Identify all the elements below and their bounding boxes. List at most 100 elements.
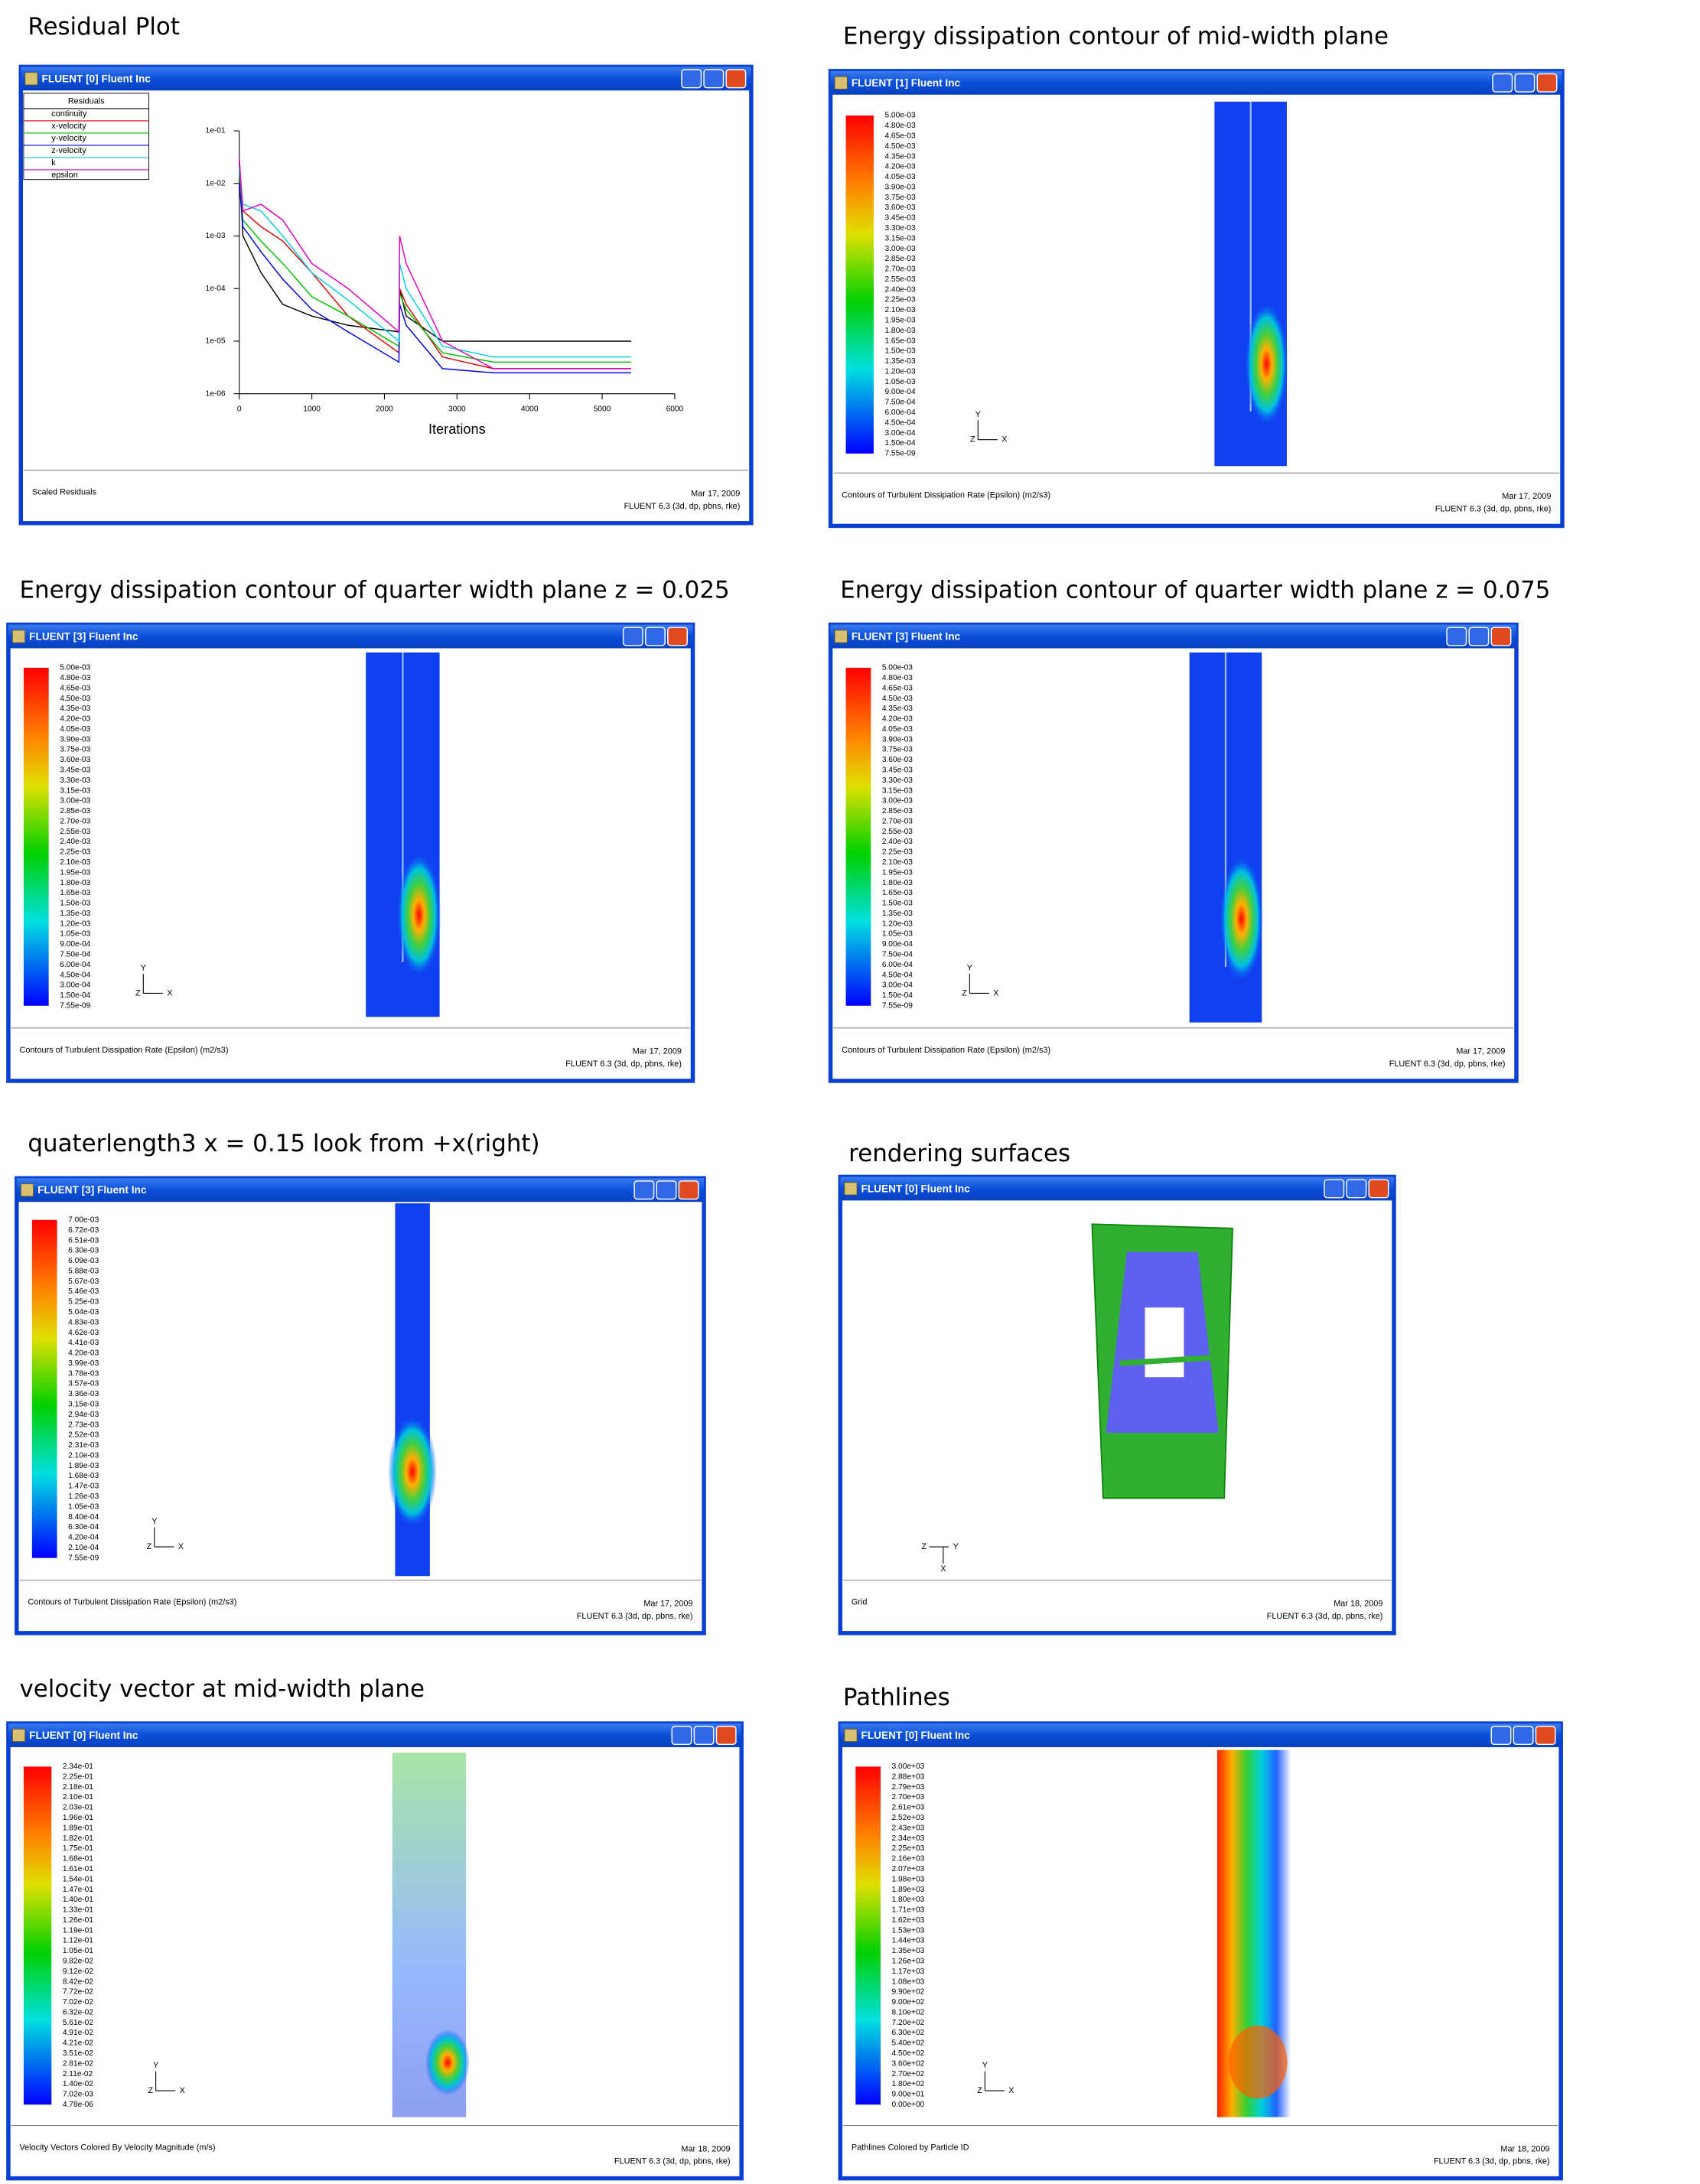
- close-button[interactable]: [678, 1180, 699, 1200]
- maximize-button[interactable]: [693, 1725, 715, 1746]
- maximize-button[interactable]: [1514, 73, 1536, 93]
- maximize-button[interactable]: [1513, 1725, 1534, 1746]
- colorbar-label: 9.00e-04: [60, 940, 90, 949]
- colorbar-label: 2.34e-01: [63, 1762, 93, 1771]
- window-frame: [838, 1721, 1563, 2181]
- colorbar-label: 7.55e-09: [882, 1001, 913, 1010]
- colorbar-label: 2.25e-01: [63, 1772, 93, 1781]
- colorbar-label: 2.25e-03: [60, 848, 90, 857]
- colorbar-label: 1.47e-01: [63, 1886, 93, 1894]
- close-button[interactable]: [1490, 627, 1512, 646]
- title-bar: [830, 70, 1562, 95]
- maximize-button[interactable]: [1346, 1179, 1367, 1199]
- maximize-button[interactable]: [1468, 627, 1490, 646]
- title-bar: [840, 1177, 1394, 1201]
- panel-heading: Energy dissipation contour of mid-width …: [843, 23, 1389, 50]
- colorbar-label: 4.65e-03: [882, 684, 913, 692]
- window-title: FLUENT [0] Fluent Inc: [42, 73, 151, 84]
- colorbar-label: 4.62e-03: [68, 1329, 99, 1337]
- footer-date: Mar 17, 2009: [691, 489, 740, 498]
- triad-label: Y: [967, 964, 973, 973]
- minimize-button[interactable]: [622, 627, 643, 646]
- colorbar-label: 4.35e-03: [884, 152, 915, 161]
- colorbar-label: 1.71e+03: [892, 1906, 925, 1915]
- colorbar-label: 2.07e+03: [892, 1865, 925, 1873]
- colorbar-label: 8.42e-02: [63, 1977, 93, 1986]
- panel-heading: Energy dissipation contour of quarter wi…: [19, 576, 729, 604]
- colorbar-label: 1.96e-01: [63, 1814, 93, 1822]
- y-tick-label: 1e-05: [206, 337, 226, 346]
- panel: velocity vector at mid-width plane FLUENT…: [6, 1675, 744, 2181]
- colorbar-label: 7.55e-09: [60, 1001, 90, 1010]
- minimize-button[interactable]: [1492, 73, 1513, 93]
- colorbar-label: 4.20e-03: [884, 163, 915, 171]
- close-button[interactable]: [667, 627, 688, 646]
- minimize-button[interactable]: [633, 1180, 655, 1200]
- close-button[interactable]: [1536, 73, 1558, 93]
- colorbar-label: 3.78e-03: [68, 1369, 99, 1378]
- close-button[interactable]: [1535, 1725, 1556, 1746]
- triad-label: X: [180, 2086, 186, 2095]
- panel: quaterlength3 x = 0.15 look from +x(righ…: [15, 1130, 706, 1636]
- minimize-button[interactable]: [1446, 627, 1467, 646]
- colorbar-label: 1.33e-01: [63, 1906, 93, 1915]
- triad-label: Z: [970, 435, 975, 444]
- minimize-button[interactable]: [671, 1725, 692, 1746]
- y-tick-label: 1e-04: [206, 285, 226, 293]
- maximize-button[interactable]: [703, 69, 725, 89]
- colorbar-label: 2.10e-03: [884, 306, 915, 314]
- footer-caption: Scaled Residuals: [32, 488, 97, 497]
- colorbar: [845, 116, 874, 454]
- window-title: FLUENT [1] Fluent Inc: [852, 77, 961, 89]
- colorbar-label: 1.80e-03: [884, 327, 915, 335]
- legend-label: epsilon: [51, 171, 78, 180]
- window-icon: [834, 630, 848, 643]
- colorbar-label: 1.80e+02: [892, 2080, 925, 2088]
- footer-date: Mar 18, 2009: [1334, 1600, 1382, 1609]
- grid-opening: [1145, 1307, 1184, 1378]
- minimize-button[interactable]: [681, 69, 702, 89]
- colorbar-label: 5.88e-03: [68, 1267, 99, 1275]
- window-icon: [844, 1182, 858, 1196]
- window-icon: [11, 630, 26, 643]
- minimize-button[interactable]: [1490, 1725, 1512, 1746]
- close-button[interactable]: [715, 1725, 737, 1746]
- maximize-button[interactable]: [644, 627, 666, 646]
- close-button[interactable]: [725, 69, 747, 89]
- colorbar-label: 9.82e-02: [63, 1957, 93, 1965]
- footer-date: Mar 17, 2009: [1502, 492, 1551, 501]
- colorbar-label: 6.30e-03: [68, 1247, 99, 1255]
- colorbar-label: 2.70e-03: [882, 817, 913, 825]
- colorbar-label: 1.17e+03: [892, 1968, 925, 1976]
- colorbar: [845, 667, 871, 1006]
- footer-version: FLUENT 6.3 (3d, dp, pbns, rke): [1434, 2157, 1550, 2166]
- colorbar-label: 2.40e-03: [60, 838, 90, 846]
- colorbar-label: 1.82e-01: [63, 1834, 93, 1843]
- close-button[interactable]: [1368, 1179, 1389, 1199]
- minimize-button[interactable]: [1324, 1179, 1345, 1199]
- hot-spot: [1220, 855, 1264, 982]
- colorbar-label: 4.05e-03: [884, 173, 915, 181]
- window-icon: [834, 76, 848, 90]
- footer-version: FLUENT 6.3 (3d, dp, pbns, rke): [1267, 1612, 1383, 1621]
- colorbar-label: 3.30e-03: [882, 776, 913, 785]
- colorbar-label: 7.02e-03: [63, 2091, 93, 2099]
- x-tick-label: 0: [237, 405, 242, 413]
- colorbar-label: 1.75e-01: [63, 1844, 93, 1853]
- y-tick-label: 1e-02: [206, 179, 226, 187]
- panel-heading: Pathlines: [843, 1684, 950, 1711]
- maximize-button[interactable]: [656, 1180, 677, 1200]
- window-icon: [20, 1183, 34, 1197]
- colorbar-label: 7.00e-03: [68, 1216, 99, 1224]
- colorbar-label: 3.15e-03: [68, 1400, 99, 1408]
- panel: Pathlines FLUENT [0] Fluent Inc Pathlines …: [838, 1684, 1563, 2181]
- colorbar-label: 2.70e-03: [884, 265, 915, 274]
- colorbar-label: 3.00e-04: [884, 429, 915, 438]
- colorbar-label: 2.61e+03: [892, 1804, 925, 1812]
- colorbar-label: 1.35e-03: [884, 357, 915, 366]
- colorbar-label: 1.26e+03: [892, 1957, 925, 1965]
- colorbar-label: 5.46e-03: [68, 1287, 99, 1296]
- colorbar-label: 4.50e+02: [892, 2049, 925, 2058]
